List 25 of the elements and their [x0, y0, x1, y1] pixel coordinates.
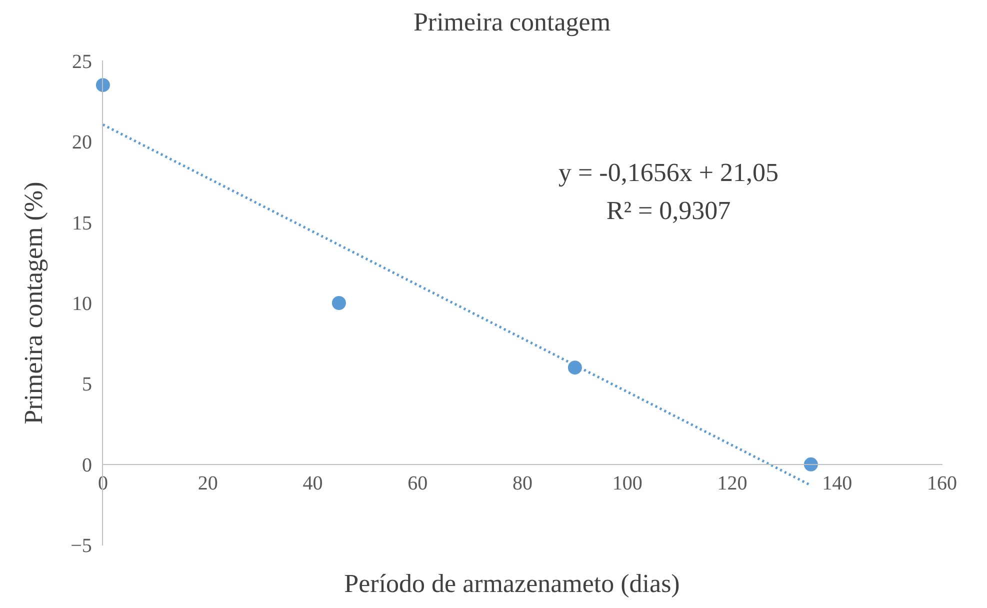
x-tick-label: 100 [612, 472, 642, 494]
x-tick-label: 60 [408, 472, 428, 494]
y-tick-label: −5 [70, 535, 92, 558]
point [332, 296, 346, 310]
chart-title: Primeira contagem [413, 8, 611, 36]
y-tick-label: 15 [72, 212, 92, 234]
x-tick-label: 40 [302, 472, 323, 494]
x-tick-label: 20 [198, 472, 218, 494]
y-tick-label: 0 [82, 454, 92, 476]
y-tick-label: 20 [72, 132, 92, 154]
annotation: R² = 0,9307 [606, 196, 731, 225]
x-axis-title: Período de armazenameto (dias) [344, 569, 680, 598]
y-tick-label: 5 [82, 374, 92, 396]
y-tick-label: 25 [72, 50, 92, 73]
x-tick-label: 120 [717, 472, 748, 494]
annotation: y = -0,1656x + 21,05 [558, 158, 778, 187]
y-tick-label: 10 [72, 293, 92, 315]
point [96, 78, 110, 92]
x-tick-label: 160 [927, 472, 958, 494]
x-tick-label: 0 [98, 472, 108, 494]
point [568, 360, 582, 375]
x-tick-label: 80 [512, 472, 532, 494]
y-axis-title: Primeira contagem (%) [19, 182, 48, 424]
point [804, 457, 818, 472]
x-tick-label: 140 [822, 472, 852, 494]
